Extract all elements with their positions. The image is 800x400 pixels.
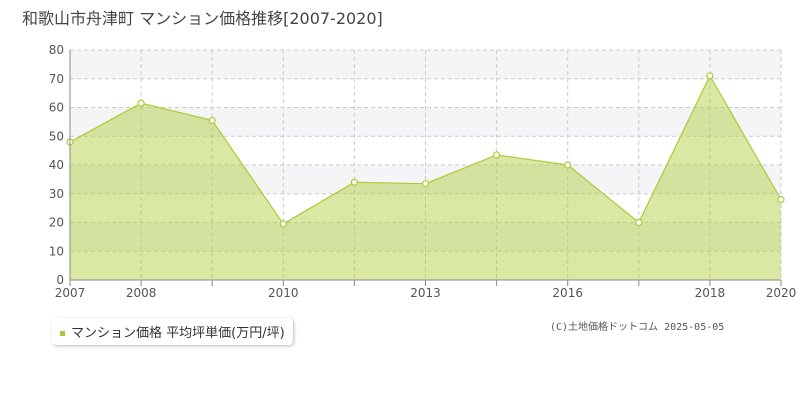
y-tick-label: 10 <box>49 244 64 258</box>
legend-swatch <box>60 331 65 336</box>
x-tick-label: 2010 <box>268 286 299 300</box>
x-tick-label: 2018 <box>695 286 726 300</box>
point <box>564 161 572 169</box>
y-tick-label: 50 <box>49 129 64 143</box>
x-tick-label: 2007 <box>55 286 86 300</box>
area <box>70 75 781 280</box>
y-tick-label: 30 <box>49 187 64 201</box>
y-tick-label: 0 <box>56 273 64 287</box>
point <box>421 180 430 188</box>
x-tick-label: 2013 <box>410 286 441 300</box>
chart-title: 和歌山市舟津町 マンション価格推移[2007-2020] <box>22 9 383 28</box>
point <box>208 116 216 125</box>
legend-label: マンション価格 平均坪単価(万円/坪) <box>71 326 285 341</box>
x-tick-label: 2008 <box>126 286 157 300</box>
point <box>279 220 287 228</box>
x-tick-label: 2020 <box>766 286 797 300</box>
y-tick-label: 40 <box>49 158 64 172</box>
point <box>493 151 501 159</box>
y-tick-label: 60 <box>49 101 64 115</box>
legend: マンション価格 平均坪単価(万円/坪) <box>52 318 293 345</box>
y-tick-label: 70 <box>49 72 64 86</box>
x-tick-label: 2016 <box>552 286 583 300</box>
y-tick-label: 20 <box>49 216 64 230</box>
point <box>350 178 358 186</box>
credit: (C)土地価格ドットコム 2025-05-05 <box>550 322 725 333</box>
point <box>137 99 145 107</box>
y-tick-label: 80 <box>49 43 64 57</box>
point <box>706 72 714 80</box>
point <box>777 195 785 204</box>
point <box>635 218 643 227</box>
